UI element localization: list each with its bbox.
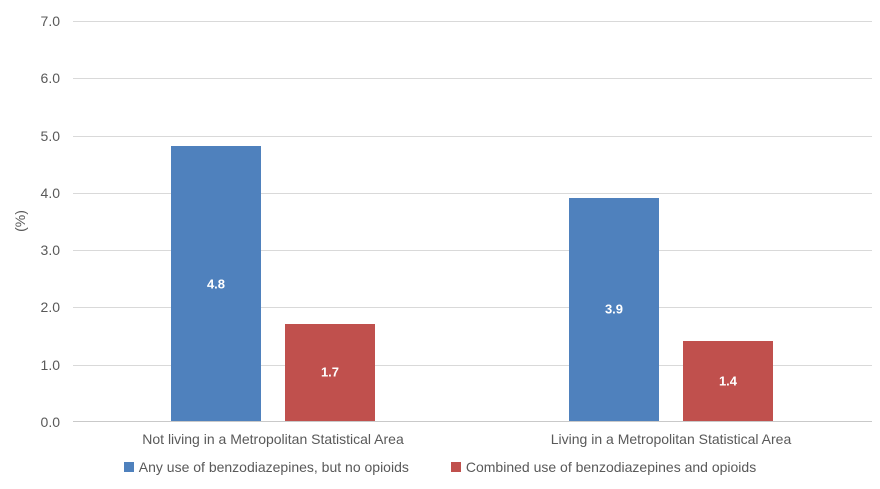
legend-swatch-blue-icon: [123, 462, 134, 472]
y-tick-label: 2.0: [40, 299, 60, 316]
x-axis-line: [73, 421, 872, 422]
y-tick-label: 4.0: [40, 184, 60, 201]
y-axis-ticks: 0.0 1.0 2.0 3.0 4.0 5.0 6.0 7.0: [0, 13, 60, 430]
legend: Any use of benzodiazepines, but no opioi…: [0, 459, 880, 475]
x-axis-category-label: Living in a Metropolitan Statistical Are…: [550, 431, 792, 447]
gridline: [73, 192, 872, 194]
gridline: [73, 364, 872, 366]
y-tick-label: 0.0: [40, 414, 60, 430]
gridline: [73, 307, 872, 309]
legend-swatch-red-icon: [450, 462, 461, 472]
plot-area: 4.8 1.7 3.9 1.4: [73, 21, 872, 422]
gridline: [73, 135, 872, 137]
bar: 1.4: [683, 340, 773, 421]
bar-value-label: 1.7: [320, 364, 340, 380]
legend-item-benzo-and-opioids: Combined use of benzodiazepines and opio…: [450, 459, 757, 475]
bar-value-label: 4.8: [206, 276, 226, 292]
x-axis-labels: Not living in a Metropolitan Statistical…: [73, 431, 872, 451]
bar: 1.7: [285, 323, 375, 421]
x-axis-category-label: Not living in a Metropolitan Statistical…: [142, 431, 404, 447]
gridline: [73, 78, 872, 80]
bar: 4.8: [171, 146, 261, 421]
y-tick-label: 6.0: [40, 70, 60, 87]
y-tick-label: 3.0: [40, 242, 60, 259]
legend-item-benzo-no-opioids: Any use of benzodiazepines, but no opioi…: [123, 459, 409, 475]
y-tick-label: 5.0: [40, 127, 60, 144]
bar-value-label: 3.9: [604, 301, 624, 317]
legend-label: Combined use of benzodiazepines and opio…: [465, 459, 757, 475]
gridline: [73, 21, 872, 22]
legend-label: Any use of benzodiazepines, but no opioi…: [138, 459, 409, 475]
bar-value-label: 1.4: [718, 373, 738, 389]
y-tick-label: 1.0: [40, 356, 60, 373]
y-tick-label: 7.0: [40, 13, 60, 29]
gridline: [73, 250, 872, 252]
bar: 3.9: [569, 197, 659, 421]
